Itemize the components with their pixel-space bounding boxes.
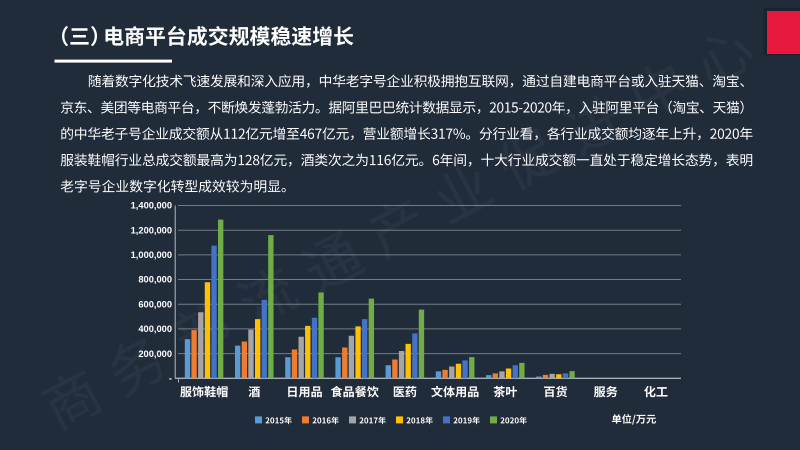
svg-text:1,000,000: 1,000,000 xyxy=(131,250,172,260)
svg-text:1,400,000: 1,400,000 xyxy=(131,201,172,211)
svg-text:400,000: 400,000 xyxy=(138,324,172,334)
svg-text:600,000: 600,000 xyxy=(138,299,172,309)
svg-text:-: - xyxy=(169,373,172,383)
svg-text:1,200,000: 1,200,000 xyxy=(131,225,172,235)
svg-text:200,000: 200,000 xyxy=(138,349,172,359)
svg-text:800,000: 800,000 xyxy=(138,275,172,285)
